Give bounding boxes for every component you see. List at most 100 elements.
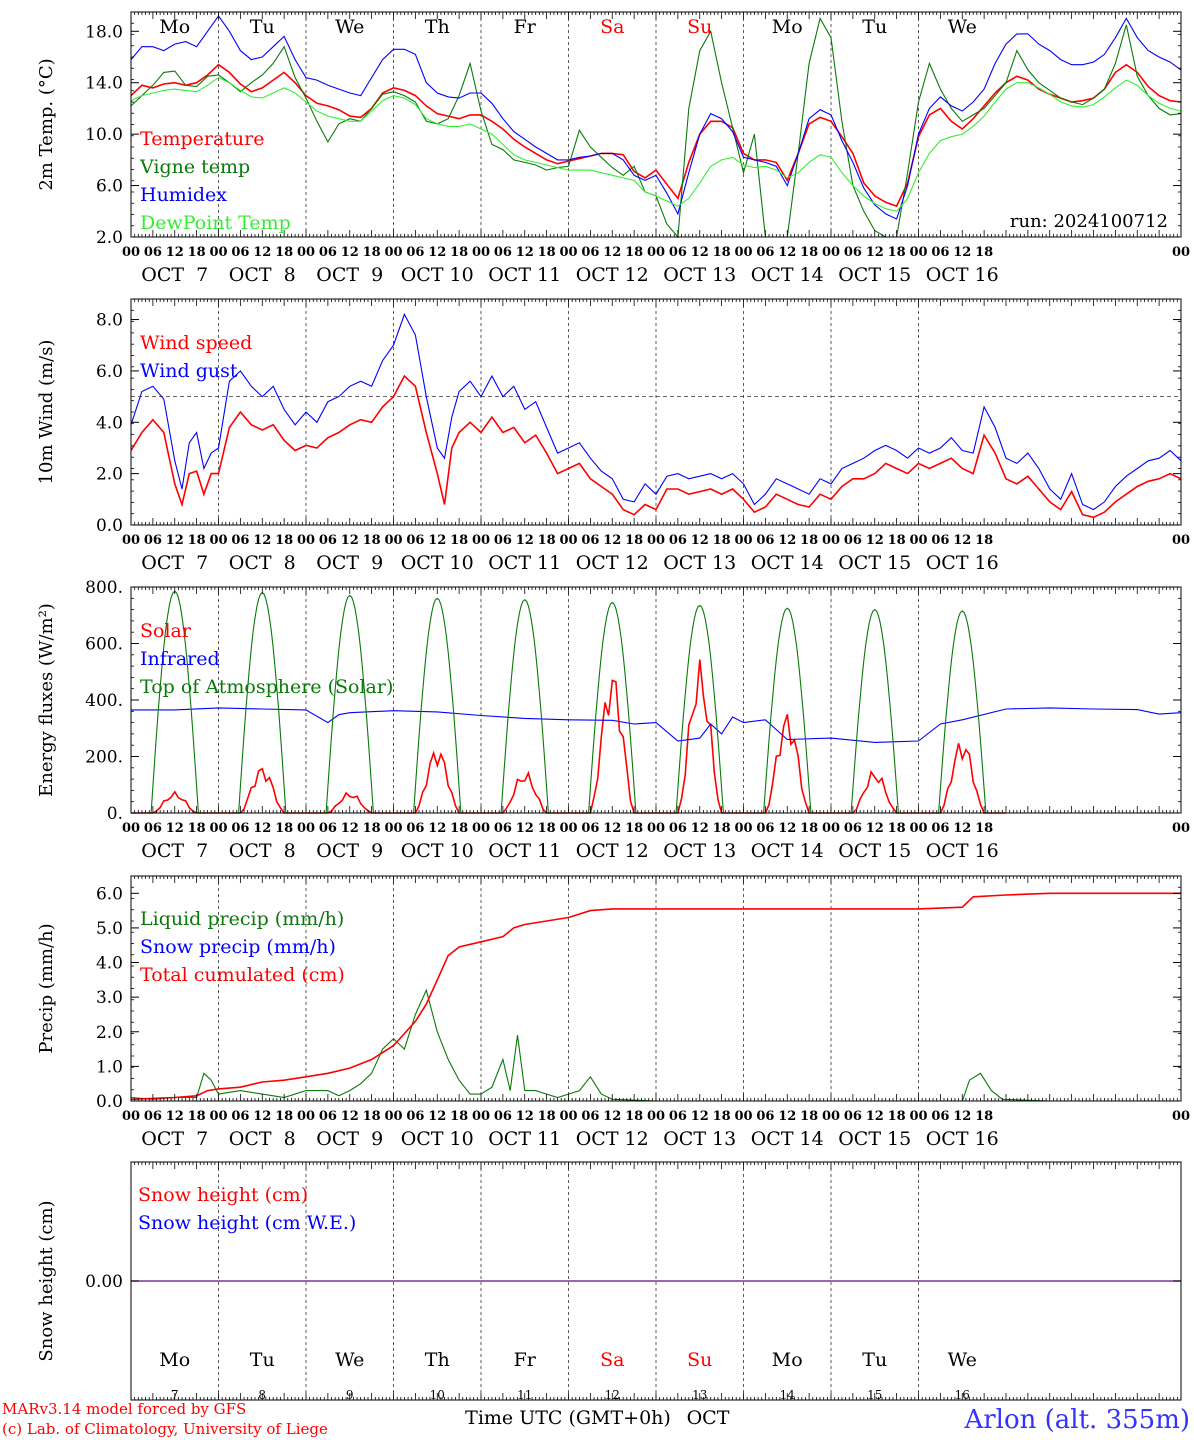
weekday-label: Mo: [159, 1349, 190, 1371]
hour-tick-label: 00: [472, 821, 490, 836]
hour-tick-label: 18: [188, 1109, 206, 1124]
hour-tick-label: 00: [909, 821, 927, 836]
hour-tick-label: 00: [909, 1109, 927, 1124]
date-label: OCT 12: [576, 264, 649, 286]
hour-tick-label: 06: [319, 533, 337, 548]
y-tick-label: 2.0: [96, 465, 123, 485]
series-line-infrared: [131, 707, 1182, 743]
hour-tick-label: 00: [1172, 1109, 1190, 1124]
hour-tick-label: 00: [1172, 821, 1190, 836]
hour-tick-label: 00: [384, 821, 402, 836]
hour-tick-label: 18: [975, 245, 993, 260]
hour-tick-label: 12: [603, 245, 621, 260]
date-label: OCT 14: [751, 1128, 824, 1150]
hour-tick-label: 12: [428, 821, 446, 836]
hour-tick-label: 12: [866, 245, 884, 260]
hour-tick-label: 00: [559, 245, 577, 260]
y-tick-label: 6.0: [96, 177, 123, 197]
hour-tick-label: 12: [516, 821, 534, 836]
hour-tick-label: 00: [1172, 245, 1190, 260]
hour-tick-label: 18: [713, 821, 731, 836]
date-label: OCT 9: [316, 1128, 383, 1150]
hour-tick-label: 18: [188, 533, 206, 548]
hour-tick-label: 06: [319, 245, 337, 260]
hour-tick-label: 18: [975, 533, 993, 548]
hour-tick-label: 06: [144, 1109, 162, 1124]
hour-tick-label: 12: [778, 821, 796, 836]
hour-tick-label: 06: [669, 1109, 687, 1124]
date-label: OCT 14: [751, 264, 824, 286]
y-tick-label: 400.: [85, 691, 123, 711]
hour-tick-label: 12: [341, 1109, 359, 1124]
hour-tick-label: 00: [384, 1109, 402, 1124]
hour-tick-label: 12: [953, 245, 971, 260]
hour-tick-label: 00: [384, 533, 402, 548]
hour-tick-label: 18: [800, 1109, 818, 1124]
hour-tick-label: 06: [406, 245, 424, 260]
date-label: OCT 8: [229, 840, 296, 862]
date-label: OCT 12: [576, 1128, 649, 1150]
hour-tick-label: 06: [931, 245, 949, 260]
legend-entry: Solar: [140, 620, 192, 642]
weekday-label: Sa: [600, 16, 624, 38]
hour-tick-label: 06: [581, 533, 599, 548]
date-label: OCT 13: [663, 264, 736, 286]
hour-tick-label: 06: [406, 533, 424, 548]
hour-tick-label: 18: [888, 1109, 906, 1124]
weekday-label: We: [335, 1349, 364, 1371]
hour-tick-label: 06: [319, 821, 337, 836]
weekday-label: Tu: [250, 1349, 275, 1371]
hour-tick-label: 18: [450, 821, 468, 836]
hour-tick-label: 12: [866, 821, 884, 836]
date-label: OCT 13: [663, 552, 736, 574]
hour-tick-label: 00: [734, 245, 752, 260]
hour-tick-label: 12: [253, 821, 271, 836]
day-number-label: 9: [346, 1388, 354, 1402]
hour-tick-label: 18: [363, 533, 381, 548]
weekday-label: Fr: [514, 16, 537, 38]
hour-tick-label: 18: [275, 533, 293, 548]
y-tick-label: 0.0: [96, 1092, 123, 1112]
y-tick-label: 3.0: [96, 988, 123, 1008]
hour-tick-label: 00: [384, 245, 402, 260]
hour-tick-label: 00: [297, 821, 315, 836]
hour-tick-label: 12: [778, 533, 796, 548]
hour-tick-label: 00: [559, 533, 577, 548]
series-line-total-cumulated-cm-: [130, 892, 1181, 1101]
hour-tick-label: 06: [406, 1109, 424, 1124]
hour-tick-label: 06: [231, 821, 249, 836]
hour-tick-label: 00: [122, 821, 140, 836]
hour-tick-label: 12: [778, 1109, 796, 1124]
hour-tick-label: 12: [866, 1109, 884, 1124]
hour-tick-label: 00: [734, 533, 752, 548]
hour-tick-label: 00: [822, 1109, 840, 1124]
hour-tick-label: 06: [756, 821, 774, 836]
hour-tick-label: 12: [953, 821, 971, 836]
weekday-label: Sa: [600, 1349, 624, 1371]
hour-tick-label: 12: [166, 245, 184, 260]
y-tick-label: 1.0: [96, 1057, 123, 1077]
weekday-label: Fr: [514, 1349, 537, 1371]
weekday-label: Mo: [772, 1349, 803, 1371]
weekday-label: Th: [425, 16, 450, 38]
legend-entry: Snow height (cm W.E.): [138, 1212, 356, 1234]
date-label: OCT 12: [576, 840, 649, 862]
hour-tick-label: 06: [581, 245, 599, 260]
y-tick-label: 0.0: [96, 516, 123, 536]
hour-tick-label: 18: [538, 245, 556, 260]
hour-tick-label: 00: [1172, 533, 1190, 548]
date-label: OCT 11: [488, 552, 561, 574]
hour-tick-label: 18: [275, 245, 293, 260]
hour-tick-label: 18: [713, 1109, 731, 1124]
hour-tick-label: 18: [450, 533, 468, 548]
y-tick-label: 4.0: [96, 954, 123, 974]
y-axis-title: 10m Wind (m/s): [36, 340, 57, 485]
weekday-label: Su: [687, 16, 712, 38]
hour-tick-label: 00: [909, 245, 927, 260]
hour-tick-label: 18: [888, 533, 906, 548]
text-layer: 2.0 6.0 10.0 14.0 18.0 2m Temp. (°C) Temperatu…: [36, 16, 1190, 1402]
y-tick-label: 6.0: [96, 884, 123, 904]
hour-tick-label: 12: [253, 1109, 271, 1124]
day-number-label: 14: [780, 1388, 796, 1402]
